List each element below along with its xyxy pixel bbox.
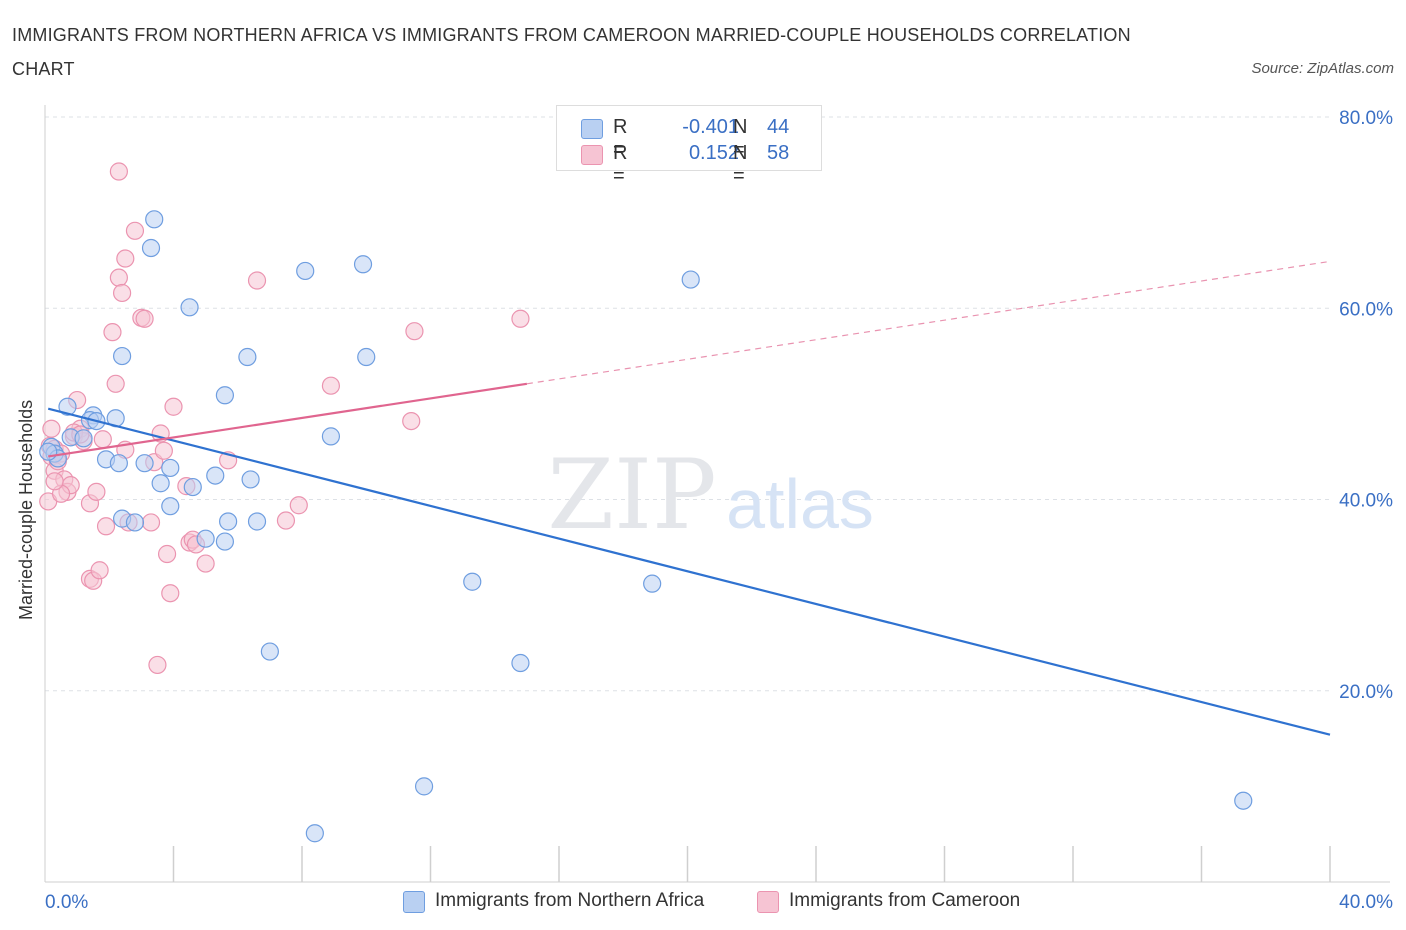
series-northern-africa-points [39,210,1253,843]
point-cameroon [125,221,145,240]
legend-label: Immigrants from Cameroon [789,890,1021,911]
legend-r-value: 0.152 [688,142,739,164]
trendline-northern-africa [47,407,1331,736]
point-northern-africa [145,210,164,229]
point-cameroon [106,374,125,393]
point-northern-africa [109,454,128,473]
watermark-atlas: atlas [726,465,874,543]
point-northern-africa [681,270,700,289]
point-northern-africa [215,386,234,405]
y-tick-label: 40.0% [1339,491,1393,512]
point-cameroon [402,411,421,431]
point-cameroon [161,584,180,603]
point-cameroon [154,441,173,460]
point-cameroon [276,511,296,530]
point-cameroon [45,472,64,491]
point-northern-africa [357,347,376,367]
point-northern-africa [247,512,267,531]
trend-lines [47,260,1331,736]
trendline-cameroon-extension [526,260,1331,385]
point-cameroon [42,419,61,438]
legend-label: Immigrants from Northern Africa [435,890,705,911]
correlation-legend: R = -0.401 N = 44 R = 0.152 N = 58 [556,105,822,187]
point-cameroon [511,309,530,328]
legend-r-label: R = [613,142,628,187]
point-northern-africa [219,512,238,531]
point-cameroon [321,376,341,395]
point-cameroon [93,430,112,449]
point-cameroon [96,517,116,536]
point-northern-africa [414,777,434,796]
trendline-cameroon [48,382,528,458]
point-northern-africa [135,454,154,473]
point-cameroon [109,268,128,287]
legend-swatch-pink [757,891,779,913]
point-cameroon [109,162,128,181]
point-northern-africa [511,653,530,673]
legend-n-value: 58 [767,142,790,164]
point-northern-africa [305,824,324,843]
legend-n-label: N = [733,142,748,187]
point-northern-africa [74,429,93,448]
legend-swatch-blue [581,119,603,139]
legend-n-label: N = [733,116,748,161]
axes [44,105,1390,883]
point-cameroon [405,322,424,341]
point-northern-africa [241,470,260,489]
legend-r-label: R = [613,116,628,161]
point-northern-africa [321,427,341,446]
x-tick-label: 0.0% [45,892,88,913]
point-northern-africa [112,346,132,366]
point-northern-africa [196,529,215,548]
legend-swatch-blue [403,891,425,913]
point-cameroon [196,554,215,573]
point-northern-africa [151,474,170,493]
y-tick-label: 80.0% [1339,108,1393,129]
chart-title: IMMIGRANTS FROM NORTHERN AFRICA VS IMMIG… [12,25,1131,79]
point-cameroon [135,309,154,328]
point-cameroon [157,544,177,564]
point-cameroon [87,482,106,501]
y-tick-label: 20.0% [1339,682,1393,703]
x-tick-label: 40.0% [1339,892,1393,913]
tick-labels: 20.0% 40.0% 60.0% 80.0% 0.0% 40.0% [45,108,1393,913]
point-cameroon [90,561,109,580]
point-northern-africa [643,574,662,593]
point-cameroon [103,323,122,342]
point-cameroon [116,249,135,268]
point-northern-africa [206,466,225,485]
grid-lines [45,116,1330,692]
point-northern-africa [183,477,202,497]
point-northern-africa [260,642,279,661]
point-northern-africa [180,298,199,317]
point-northern-africa [463,572,482,591]
point-northern-africa [39,442,58,461]
point-northern-africa [161,497,180,516]
point-northern-africa [353,255,373,274]
point-northern-africa [141,238,161,258]
point-northern-africa [238,347,257,367]
point-cameroon [247,271,267,290]
point-cameroon [289,496,308,515]
point-northern-africa [58,397,77,416]
y-tick-label: 60.0% [1339,299,1393,320]
point-northern-africa [215,532,234,551]
source-credit: Source: ZipAtlas.com [1251,60,1394,77]
point-cameroon [148,655,167,675]
legend-n-value: 44 [767,116,790,138]
point-northern-africa [161,458,180,478]
watermark: ZIP atlas [547,439,874,551]
point-northern-africa [296,261,315,281]
point-northern-africa [1234,791,1253,810]
point-cameroon [141,513,161,532]
legend-swatch-pink [581,145,603,165]
legend-r-value: -0.401 [682,116,739,138]
point-northern-africa [125,513,145,532]
watermark-zip: ZIP [547,439,716,551]
y-axis-label: Married-couple Households [16,399,36,620]
point-cameroon [164,397,183,416]
point-cameroon [112,283,132,303]
